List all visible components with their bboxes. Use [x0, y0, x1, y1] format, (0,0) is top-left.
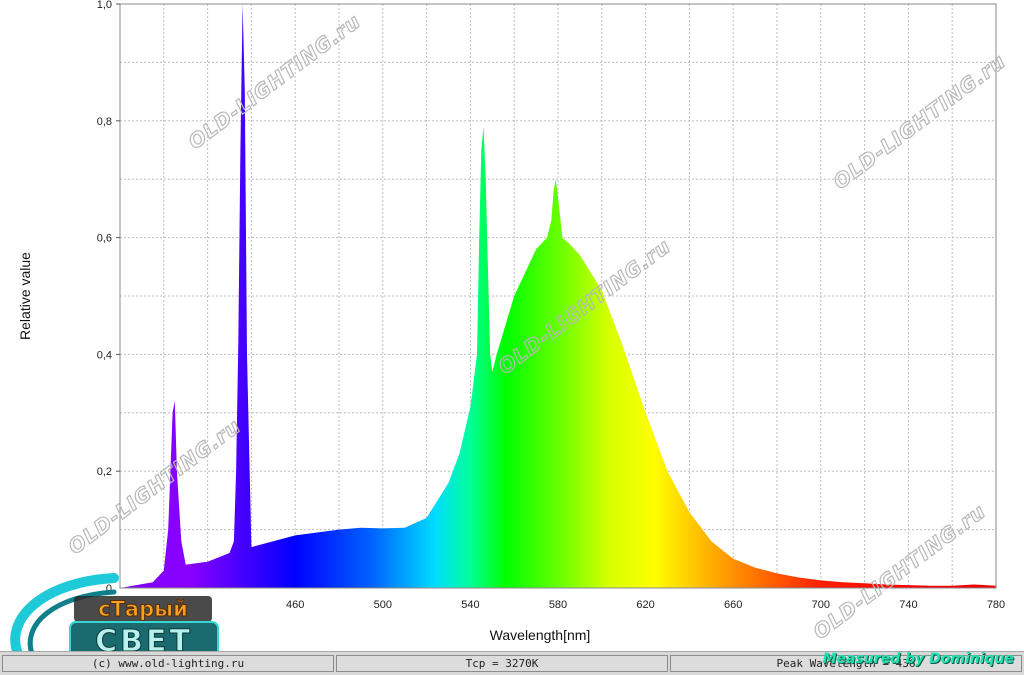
watermark-text: OLD-LIGHTING.ru [809, 499, 991, 644]
x-tick-label: 540 [461, 599, 479, 611]
status-copyright: (c) www.old-lighting.ru [2, 655, 334, 672]
y-tick-label: 0,2 [97, 466, 112, 478]
y-tick-label-zero: 0 [106, 583, 112, 595]
plot-frame [119, 3, 997, 589]
status-tcp: Tcp = 3270K [336, 655, 668, 672]
x-tick-label: 660 [724, 599, 742, 611]
x-tick-label: 580 [549, 599, 567, 611]
x-tick-label: 460 [286, 599, 304, 611]
x-tick-labels: 460 500 540 580 620 660 700 740 780 [286, 599, 1005, 611]
y-tick-label: 0,4 [97, 349, 112, 361]
svg-text:сТарый: сТарый [98, 597, 188, 621]
status-bar: (c) www.old-lighting.ru Tcp = 3270K Peak… [0, 651, 1024, 675]
y-axis-label: Relative value [17, 252, 33, 340]
y-tick-labels: 0,2 0,4 0,6 0,8 1,0 0 [97, 0, 120, 595]
measured-by-credit: Measured by Dominique [822, 651, 1014, 667]
x-axis-label: Wavelength[nm] [490, 627, 591, 643]
x-tick-label: 620 [636, 599, 654, 611]
x-tick-label: 740 [899, 599, 917, 611]
x-tick-label: 780 [987, 599, 1005, 611]
status-peak: Peak Wavelength = 436 [670, 655, 1022, 672]
y-tick-label: 1,0 [97, 0, 112, 11]
x-tick-label: 500 [374, 599, 392, 611]
watermark-text: OLD-LIGHTING.ru [184, 9, 366, 154]
y-tick-label: 0,6 [97, 233, 112, 245]
watermark-text: OLD-LIGHTING.ru [64, 414, 246, 559]
watermark-text: OLD-LIGHTING.ru [829, 49, 1011, 194]
spectrum-chart: 460 500 540 580 620 660 700 740 780 0,2 0,4 0,6 0,8… [17, 0, 1011, 645]
spectrum-area [120, 4, 996, 588]
x-tick-label: 700 [812, 599, 830, 611]
y-tick-label: 0,8 [97, 116, 112, 128]
